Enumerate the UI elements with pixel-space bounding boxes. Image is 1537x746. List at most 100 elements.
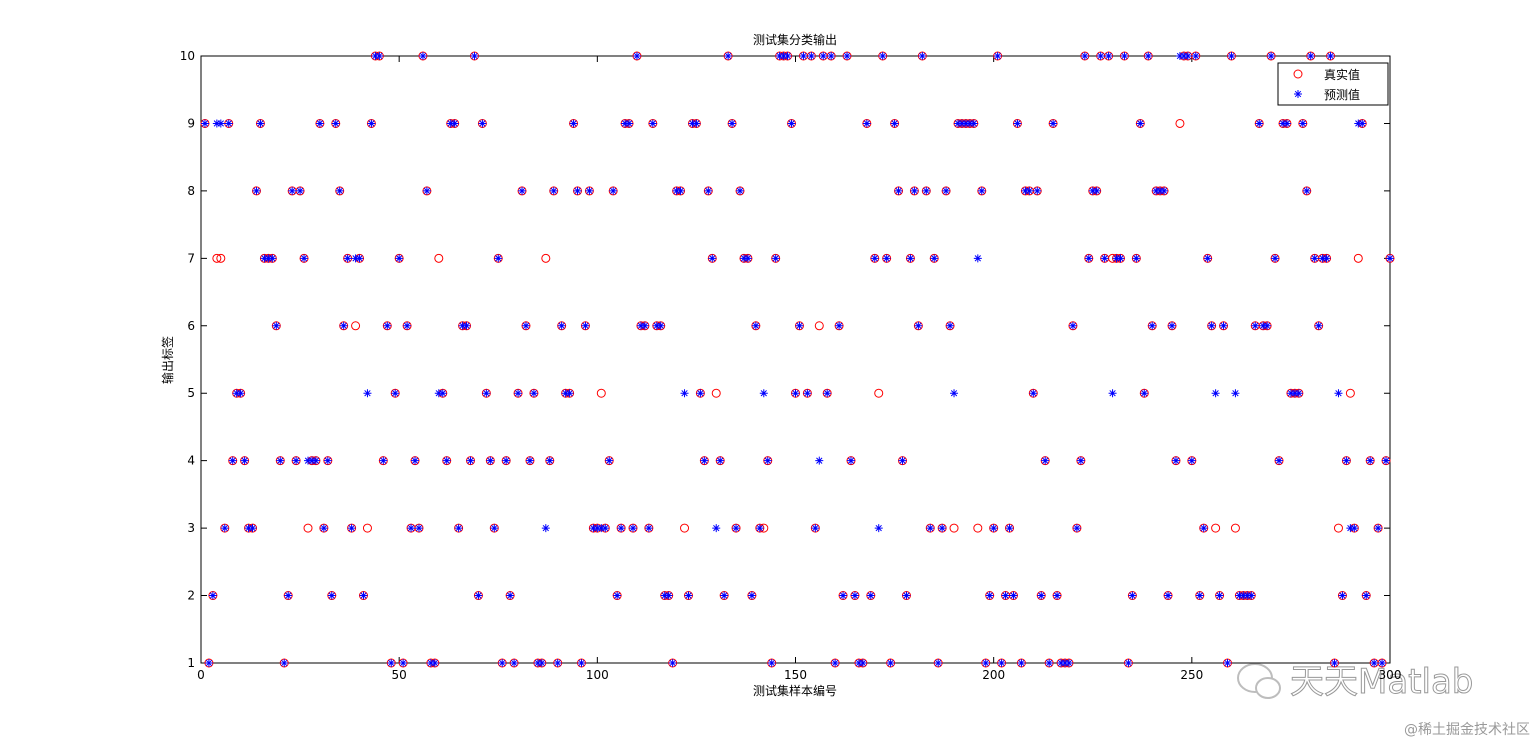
data-point — [878, 52, 887, 60]
data-point — [240, 456, 249, 465]
data-point — [1100, 254, 1109, 263]
data-point — [224, 119, 233, 128]
data-point — [335, 186, 344, 195]
data-point — [407, 524, 416, 533]
data-point — [549, 186, 558, 195]
y-tick-label: 10 — [180, 49, 195, 63]
data-point — [395, 254, 404, 263]
data-point — [355, 254, 364, 263]
data-point — [1223, 659, 1232, 667]
data-point — [256, 119, 265, 128]
data-point — [866, 591, 875, 600]
data-point — [1096, 52, 1105, 60]
data-point — [1345, 388, 1355, 398]
data-point — [1136, 119, 1145, 128]
data-point — [462, 321, 471, 330]
data-point — [1144, 52, 1153, 60]
data-point — [1230, 523, 1240, 533]
data-point — [494, 254, 503, 263]
data-point — [1231, 389, 1240, 398]
legend-label: 预测值 — [1324, 87, 1360, 102]
data-point — [387, 659, 396, 667]
data-point — [363, 389, 372, 398]
data-point — [284, 591, 293, 600]
data-point — [411, 456, 420, 465]
data-point — [783, 52, 792, 60]
data-point — [1132, 254, 1141, 263]
data-point — [1350, 524, 1359, 533]
data-point — [319, 524, 328, 533]
data-point — [434, 253, 444, 263]
data-point — [656, 321, 665, 330]
x-tick-label: 50 — [392, 668, 407, 682]
data-point — [751, 321, 760, 330]
data-point — [1207, 321, 1216, 330]
data-point — [1041, 456, 1050, 465]
data-point — [890, 119, 899, 128]
data-point — [712, 524, 721, 533]
data-point — [708, 254, 717, 263]
watermark-logo — [1237, 663, 1281, 699]
data-point — [1037, 591, 1046, 600]
data-point — [248, 524, 257, 533]
data-point — [938, 524, 947, 533]
data-point — [236, 389, 245, 398]
data-point — [1338, 591, 1347, 600]
data-point — [696, 389, 705, 398]
y-tick-label: 6 — [187, 319, 195, 333]
data-point — [1195, 591, 1204, 600]
y-tick-label: 4 — [187, 454, 195, 468]
data-point — [276, 456, 285, 465]
data-point — [438, 389, 447, 398]
watermark-logo-text: 天天Matlab — [1290, 662, 1473, 702]
data-point — [684, 591, 693, 600]
data-point — [862, 119, 871, 128]
data-point — [1334, 389, 1343, 398]
data-point — [454, 524, 463, 533]
data-point — [327, 591, 336, 600]
data-point — [200, 119, 209, 128]
data-point — [1215, 591, 1224, 600]
data-point — [771, 254, 780, 263]
data-point — [732, 524, 741, 533]
data-point — [1370, 659, 1379, 667]
data-point — [981, 659, 990, 667]
data-point — [1140, 389, 1149, 398]
legend-marker — [1294, 90, 1302, 98]
data-point — [506, 591, 515, 600]
data-point — [850, 591, 859, 600]
data-point — [268, 254, 277, 263]
data-point — [541, 253, 551, 263]
data-point — [625, 119, 634, 128]
data-point — [403, 321, 412, 330]
data-point — [1171, 456, 1180, 465]
data-point — [755, 524, 764, 533]
data-point — [529, 389, 538, 398]
data-point — [1211, 389, 1220, 398]
data-point — [565, 389, 574, 398]
data-point — [874, 524, 883, 533]
data-point — [858, 659, 867, 667]
y-tick-label: 2 — [187, 589, 195, 603]
data-point — [212, 253, 222, 263]
data-point — [910, 186, 919, 195]
data-point — [216, 119, 225, 128]
data-point — [1227, 52, 1236, 60]
data-point — [1330, 659, 1339, 667]
data-point — [311, 456, 320, 465]
data-point — [1148, 321, 1157, 330]
data-point — [914, 321, 923, 330]
data-point — [1282, 119, 1291, 128]
x-tick-label: 200 — [982, 668, 1005, 682]
data-point — [391, 389, 400, 398]
data-point — [640, 321, 649, 330]
data-point — [422, 186, 431, 195]
data-point — [1298, 119, 1307, 128]
data-point — [632, 52, 641, 60]
data-point — [296, 186, 305, 195]
data-point — [1160, 186, 1169, 195]
data-point — [795, 321, 804, 330]
data-point — [1053, 591, 1062, 600]
y-tick-label: 8 — [187, 184, 195, 198]
data-point — [1314, 321, 1323, 330]
